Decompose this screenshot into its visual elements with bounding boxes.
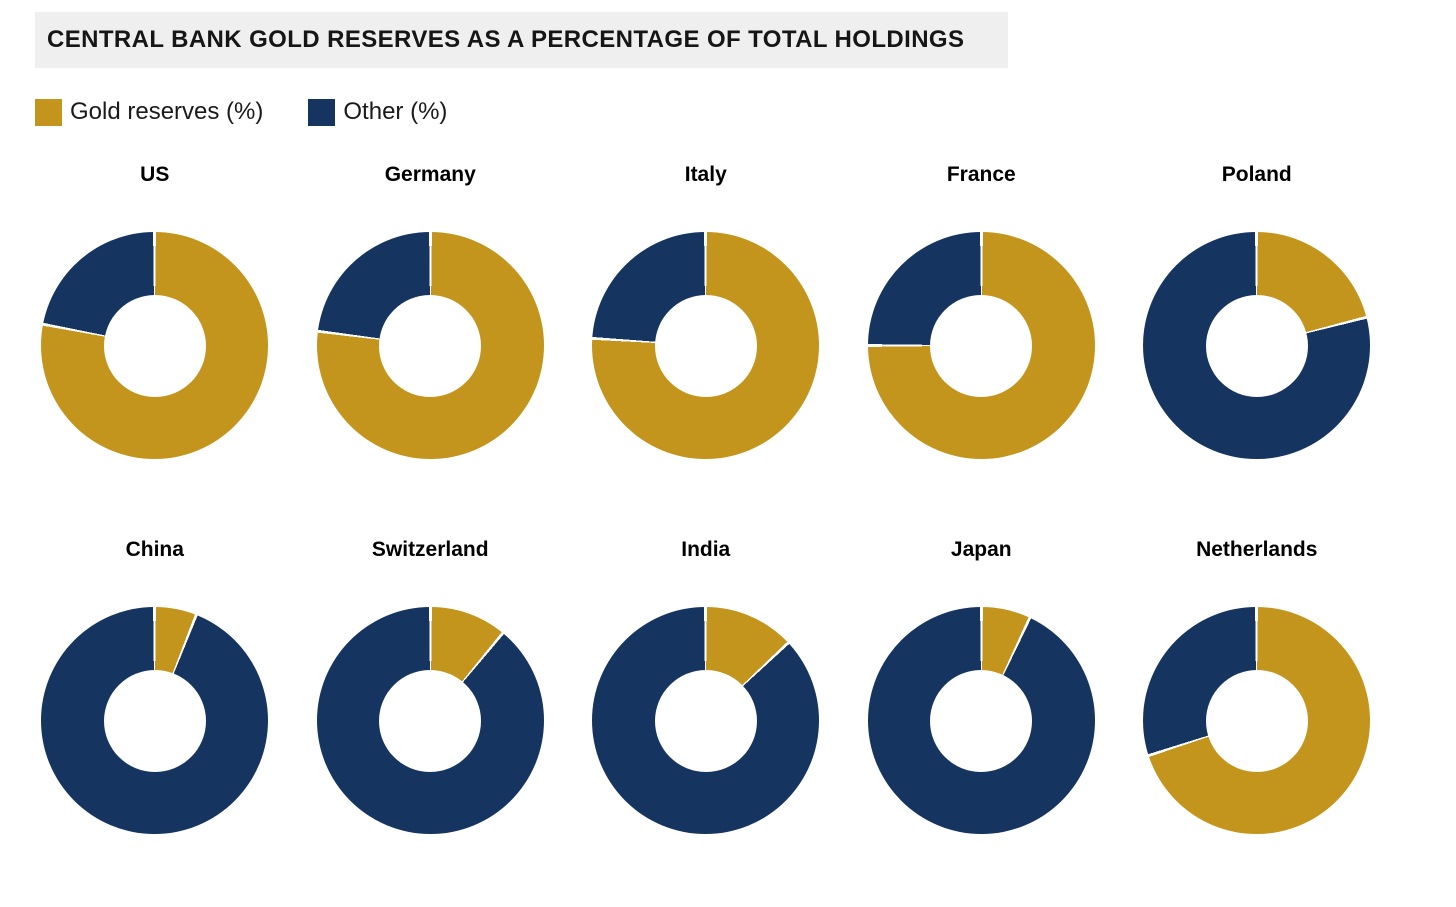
donut-grid: US Germany Italy France Poland China Switzerla… — [17, 162, 1395, 834]
donut-title-china: China — [125, 538, 184, 561]
donut-chart-switzerland — [316, 607, 544, 834]
donut-title-italy: Italy — [684, 163, 727, 186]
donut-hole-poland — [1205, 294, 1308, 397]
donut-hole-us — [103, 294, 206, 397]
donut-chart-japan — [867, 607, 1095, 834]
donut-chart-us — [41, 232, 269, 459]
donut-cell-france: France — [844, 162, 1120, 459]
chart-title-band: CENTRAL BANK GOLD RESERVES AS A PERCENTA… — [35, 12, 1008, 68]
donut-chart-netherlands — [1143, 607, 1371, 834]
donut-chart-poland — [1143, 232, 1371, 459]
donut-cell-italy: Italy — [568, 162, 844, 459]
donut-hole-italy — [654, 294, 757, 397]
donut-title-france: France — [946, 163, 1016, 186]
donut-cell-netherlands: Netherlands — [1119, 537, 1395, 834]
donut-title-germany: Germany — [384, 163, 476, 186]
donut-hole-france — [930, 294, 1033, 397]
donut-cell-switzerland: Switzerland — [293, 537, 569, 834]
gold-swatch-icon — [35, 98, 62, 126]
donut-hole-switzerland — [379, 669, 482, 772]
chart-legend: Gold reserves (%) Other (%) — [35, 98, 492, 126]
donut-title-india: India — [681, 538, 731, 561]
donut-cell-china: China — [17, 537, 293, 834]
donut-title-us: US — [140, 163, 170, 186]
donut-hole-japan — [930, 669, 1033, 772]
donut-title-poland: Poland — [1221, 163, 1292, 186]
donut-title-switzerland: Switzerland — [371, 538, 489, 561]
donut-title-netherlands: Netherlands — [1196, 538, 1318, 561]
legend-label-gold: Gold reserves (%) — [70, 98, 264, 125]
donut-cell-poland: Poland — [1119, 162, 1395, 459]
donut-cell-germany: Germany — [293, 162, 569, 459]
donut-chart-france — [867, 232, 1095, 459]
donut-title-japan: Japan — [950, 538, 1012, 561]
donut-hole-netherlands — [1205, 669, 1308, 772]
donut-chart-india — [592, 607, 820, 834]
donut-chart-italy — [592, 232, 820, 459]
donut-cell-india: India — [568, 537, 844, 834]
legend-label-other: Other (%) — [343, 98, 448, 125]
donut-chart-china — [41, 607, 269, 834]
donut-cell-japan: Japan — [844, 537, 1120, 834]
donut-hole-india — [654, 669, 757, 772]
donut-hole-germany — [379, 294, 482, 397]
donut-hole-china — [103, 669, 206, 772]
navy-swatch-icon — [308, 98, 336, 126]
chart-title: CENTRAL BANK GOLD RESERVES AS A PERCENTA… — [47, 26, 965, 53]
legend-item-gold: Gold reserves (%) — [35, 98, 263, 126]
legend-item-other: Other (%) — [308, 98, 447, 126]
donut-chart-germany — [316, 232, 544, 459]
donut-cell-us: US — [17, 162, 293, 459]
